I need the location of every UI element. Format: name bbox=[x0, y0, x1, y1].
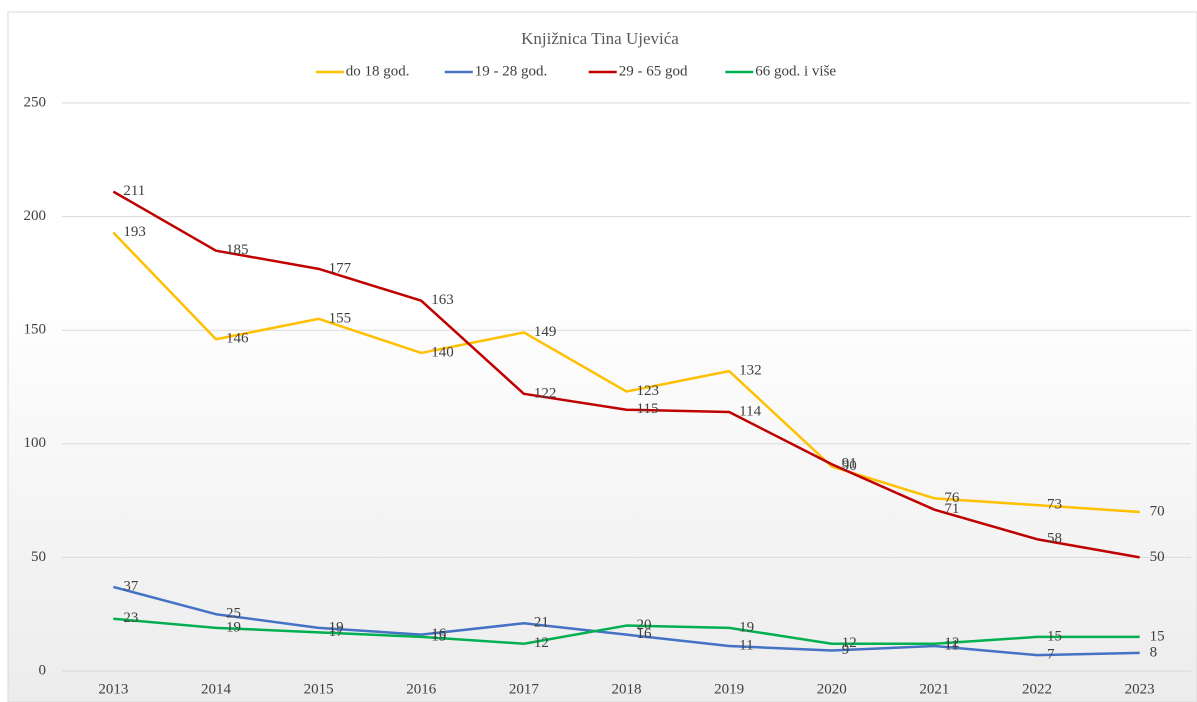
data-label: 15 bbox=[1047, 628, 1062, 644]
legend-label: 19 - 28 god. bbox=[475, 63, 548, 79]
series-line bbox=[112, 190, 1140, 559]
x-tick-label: 2022 bbox=[1022, 681, 1052, 697]
x-tick-label: 2015 bbox=[304, 681, 334, 697]
data-label: 163 bbox=[431, 292, 454, 308]
data-label: 9 bbox=[842, 642, 850, 658]
data-label: 146 bbox=[226, 331, 249, 347]
x-tick-label: 2019 bbox=[714, 681, 744, 697]
series-line bbox=[113, 617, 1140, 645]
data-label: 11 bbox=[944, 637, 958, 653]
data-label: 132 bbox=[739, 363, 762, 379]
data-label: 17 bbox=[329, 624, 345, 640]
data-label: 90 bbox=[842, 458, 857, 474]
data-label: 16 bbox=[431, 626, 447, 642]
data-label: 21 bbox=[534, 615, 549, 631]
data-label: 23 bbox=[123, 610, 138, 626]
data-label: 15 bbox=[431, 628, 446, 644]
data-label: 16 bbox=[637, 626, 653, 642]
x-tick-label: 2020 bbox=[817, 681, 847, 697]
data-label: 25 bbox=[226, 606, 241, 622]
data-label: 19 bbox=[226, 619, 241, 635]
x-tick-label: 2018 bbox=[612, 681, 642, 697]
data-label: 115 bbox=[637, 401, 659, 417]
x-tick-label: 2021 bbox=[919, 681, 949, 697]
data-label: 140 bbox=[431, 344, 454, 360]
legend: do 18 god. 19 - 28 god. 29 - 65 god 66 god.… bbox=[315, 63, 836, 79]
data-label: 211 bbox=[123, 183, 145, 199]
chart-title: Knjižnica Tina Ujevića bbox=[521, 29, 679, 48]
legend-label: 66 god. i više bbox=[755, 63, 836, 79]
x-tick-label: 2013 bbox=[98, 681, 128, 697]
data-label: 8 bbox=[1150, 644, 1158, 660]
y-tick-label: 50 bbox=[31, 549, 46, 565]
legend-label: 29 - 65 god bbox=[619, 63, 688, 79]
data-label: 50 bbox=[1150, 549, 1165, 565]
y-tick-label: 250 bbox=[24, 94, 47, 110]
y-tick-label: 200 bbox=[24, 208, 47, 224]
data-label: 12 bbox=[534, 635, 549, 651]
y-tick-label: 100 bbox=[24, 435, 47, 451]
x-tick-label: 2023 bbox=[1125, 681, 1155, 697]
data-label: 20 bbox=[637, 617, 652, 633]
data-label: 19 bbox=[329, 619, 344, 635]
chart-background bbox=[7, 11, 1197, 702]
y-tick-label: 0 bbox=[39, 662, 47, 678]
data-label: 15 bbox=[1150, 628, 1165, 644]
data-label: 149 bbox=[534, 324, 557, 340]
data-label: 11 bbox=[739, 637, 753, 653]
data-label: 114 bbox=[739, 403, 761, 419]
data-label: 73 bbox=[1047, 497, 1062, 513]
x-tick-label: 2017 bbox=[509, 681, 540, 697]
series-line bbox=[112, 231, 1140, 514]
data-label: 155 bbox=[329, 310, 352, 326]
data-label: 91 bbox=[842, 456, 857, 472]
data-label: 19 bbox=[739, 619, 754, 635]
legend-label: do 18 god. bbox=[346, 63, 410, 79]
data-label: 71 bbox=[944, 501, 959, 517]
data-label: 70 bbox=[1150, 503, 1165, 519]
x-tick-label: 2016 bbox=[406, 681, 437, 697]
data-label: 177 bbox=[329, 260, 352, 276]
y-tick-label: 150 bbox=[24, 322, 47, 338]
data-label: 37 bbox=[123, 578, 138, 594]
data-label: 123 bbox=[637, 383, 660, 399]
data-label: 193 bbox=[123, 224, 145, 240]
x-tick-label: 2014 bbox=[201, 681, 232, 697]
data-label: 76 bbox=[944, 490, 960, 506]
data-label: 12 bbox=[842, 635, 857, 651]
series-line bbox=[112, 585, 1140, 657]
data-label: 122 bbox=[534, 385, 557, 401]
data-label: 185 bbox=[226, 242, 249, 258]
data-label: 7 bbox=[1047, 647, 1055, 663]
data-label: 58 bbox=[1047, 531, 1062, 547]
data-label: 12 bbox=[944, 635, 959, 651]
